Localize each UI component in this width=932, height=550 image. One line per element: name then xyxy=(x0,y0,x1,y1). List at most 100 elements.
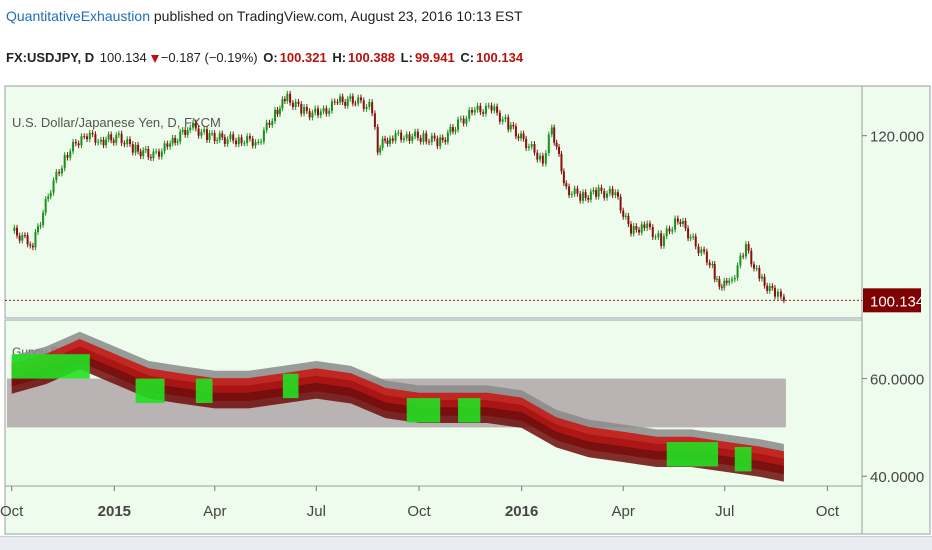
candle-body xyxy=(728,280,731,283)
xtick-label: Apr xyxy=(203,503,226,520)
candle-body xyxy=(498,112,501,122)
candle-body xyxy=(776,291,779,297)
candle-body xyxy=(36,226,39,232)
candle-body xyxy=(651,227,654,238)
candle-body xyxy=(662,236,665,246)
candle-body xyxy=(74,141,77,144)
candle-body xyxy=(291,102,294,107)
candle-body xyxy=(278,108,281,115)
candle-body xyxy=(684,220,687,229)
candle-body xyxy=(171,137,174,144)
xtick-label: Oct xyxy=(816,503,840,520)
ticker-line: FX:USDJPY, D 100.134 −0.187 (−0.19%) O: 10… xyxy=(6,50,525,65)
candle-body xyxy=(400,132,403,140)
candle-body xyxy=(700,249,703,254)
candle-body xyxy=(226,139,229,144)
candle-body xyxy=(657,233,660,238)
candle-body xyxy=(341,96,344,103)
candle-body xyxy=(330,101,333,111)
candle-body xyxy=(120,133,123,144)
candle-body xyxy=(408,134,411,141)
candle-body xyxy=(26,235,29,245)
candle-body xyxy=(640,224,643,233)
candle-body xyxy=(608,188,611,194)
candle-body xyxy=(627,215,630,225)
candle-body xyxy=(703,249,706,252)
candle-body xyxy=(454,129,457,132)
candle-body xyxy=(562,171,565,184)
candle-body xyxy=(547,134,550,153)
candle-body xyxy=(262,130,265,142)
candle-body xyxy=(763,276,766,286)
rsi-green-band-5 xyxy=(458,398,481,423)
candle-body xyxy=(430,135,433,143)
xtick-label: 2015 xyxy=(98,503,131,520)
xtick-label: Apr xyxy=(612,503,635,520)
candle-body xyxy=(584,192,587,198)
candle-body xyxy=(560,153,563,172)
candle-body xyxy=(449,127,452,133)
candle-body xyxy=(674,218,677,230)
candle-body xyxy=(425,133,428,142)
candle-body xyxy=(439,137,442,147)
candle-body xyxy=(530,144,533,147)
candle-body xyxy=(782,296,785,301)
candle-body xyxy=(325,108,328,114)
candle-body xyxy=(595,190,598,197)
candle-body xyxy=(373,113,376,127)
candle-body xyxy=(603,191,606,198)
candle-body xyxy=(648,223,651,228)
candle-body xyxy=(487,105,490,107)
candle-body xyxy=(750,250,753,265)
candle-body xyxy=(436,138,439,147)
candle-body xyxy=(319,111,322,116)
candle-body xyxy=(117,133,120,136)
candle-body xyxy=(234,140,237,145)
candle-body xyxy=(779,291,782,297)
candle-body xyxy=(711,263,714,266)
time-axis-panel xyxy=(4,485,863,535)
candle-body xyxy=(221,133,224,138)
candle-body xyxy=(555,142,558,147)
candle-body xyxy=(771,286,774,288)
candle-body xyxy=(462,118,465,124)
candle-body xyxy=(570,194,573,196)
author-link[interactable]: QuantitativeExhaustion xyxy=(6,8,150,24)
candle-body xyxy=(758,267,761,279)
price-change: −0.187 (−0.19%) xyxy=(160,50,258,65)
candle-body xyxy=(303,106,306,114)
candle-body xyxy=(723,280,726,288)
candle-body xyxy=(582,192,585,201)
candle-body xyxy=(611,188,614,196)
candle-body xyxy=(459,118,462,120)
candle-body xyxy=(742,255,745,257)
close-value: 100.134 xyxy=(476,50,524,65)
candle-body xyxy=(265,122,268,131)
candle-body xyxy=(362,100,365,109)
candle-body xyxy=(157,151,160,157)
candle-body xyxy=(257,141,260,143)
candle-body xyxy=(630,224,633,234)
candle-body xyxy=(419,137,422,142)
candle-body xyxy=(52,180,55,193)
candle-body xyxy=(681,220,684,224)
candle-body xyxy=(622,210,625,217)
candle-body xyxy=(63,155,66,169)
low-label: L: xyxy=(400,50,413,65)
candle-body xyxy=(397,132,400,134)
candle-body xyxy=(730,279,733,281)
publish-line: QuantitativeExhaustion published on Trad… xyxy=(6,8,523,24)
candle-body xyxy=(213,133,216,142)
candle-body xyxy=(507,117,510,130)
candle-body xyxy=(44,199,47,213)
rsi-green-band-3 xyxy=(282,373,299,399)
candle-body xyxy=(137,144,140,152)
candle-body xyxy=(80,136,83,146)
chart-area[interactable]: U.S. Dollar/Japanese Yen, D, FXCMGuppy R… xyxy=(0,80,932,536)
candle-body xyxy=(654,237,657,239)
candle-body xyxy=(174,137,177,143)
candle-body xyxy=(237,137,240,145)
candle-body xyxy=(391,138,394,141)
candle-body xyxy=(55,171,58,181)
rsi-ribbon-3 xyxy=(11,353,784,482)
